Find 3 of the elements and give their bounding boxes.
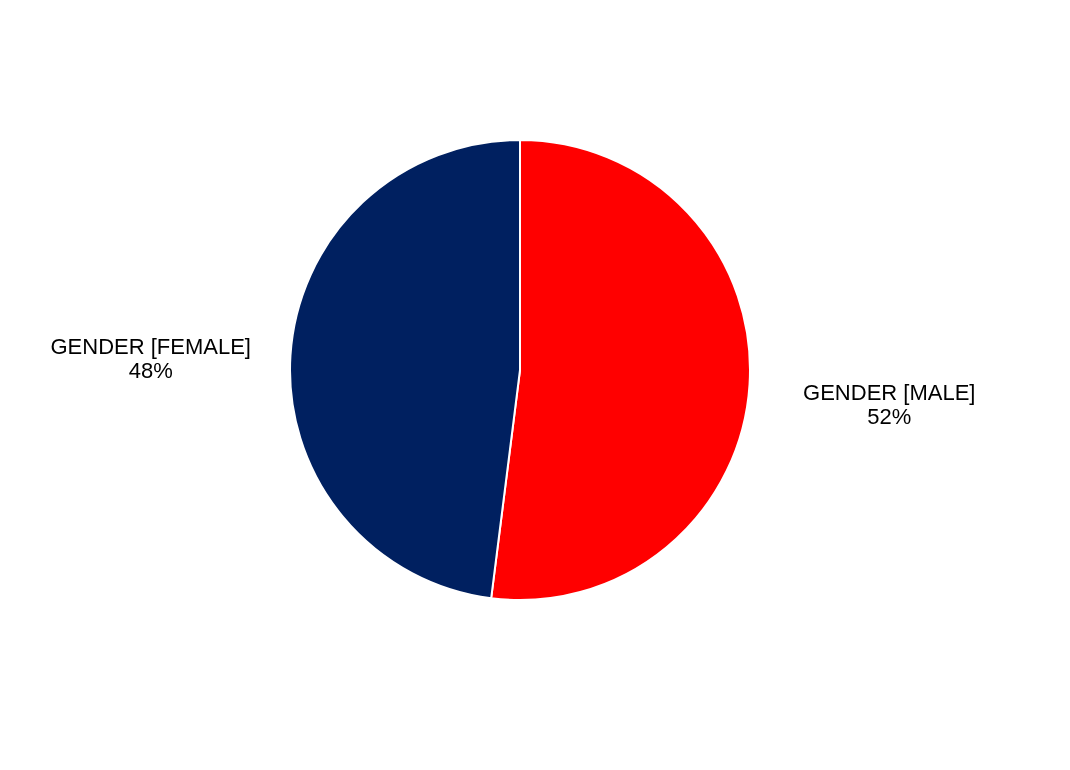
slice-label: GENDER [MALE] bbox=[803, 380, 976, 406]
data-label: 52% bbox=[867, 404, 912, 430]
slice-label: GENDER [FEMALE] bbox=[50, 333, 251, 359]
